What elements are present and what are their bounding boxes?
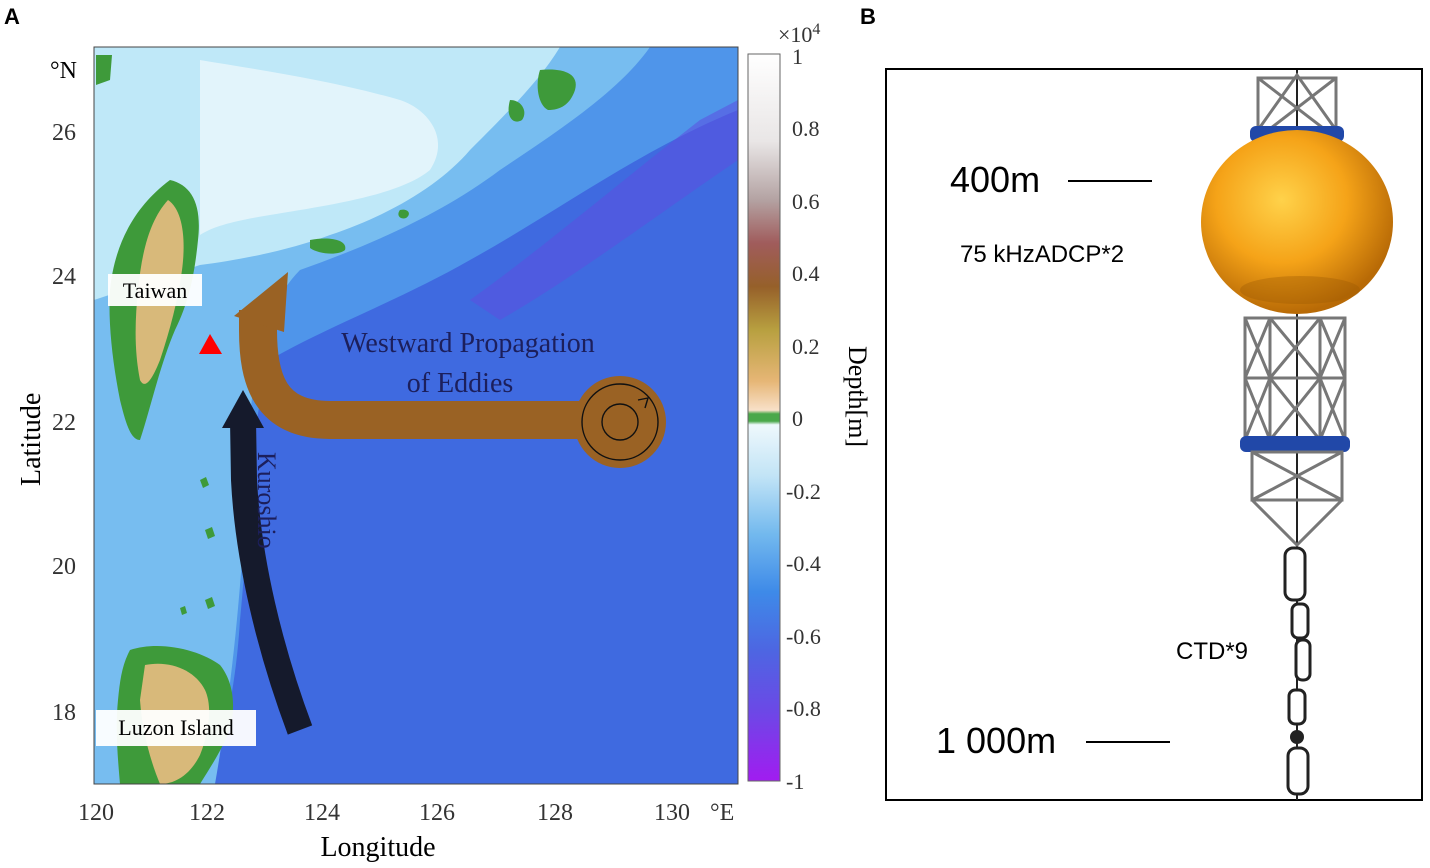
mooring-station-marker <box>199 334 222 354</box>
lat-units-label: °N <box>50 58 77 84</box>
luzon-label: Luzon Island <box>118 715 233 740</box>
lon-tick: 120 <box>78 800 114 826</box>
colorbar-exponent-power: 4 <box>812 21 820 38</box>
lon-ticks: 120 122 124 126 128 130 <box>78 800 690 826</box>
lon-tick: 124 <box>304 800 340 826</box>
lon-tick: 130 <box>654 800 690 826</box>
colorbar-tick: 0 <box>792 406 803 431</box>
kuroshio-label: Kuroshio <box>252 452 281 549</box>
colorbar-tick: 0.6 <box>792 189 820 214</box>
colorbar-tick: -0.4 <box>786 551 821 576</box>
eddies-label-line1: Westward Propagation <box>341 328 595 359</box>
eddies-label-line2: of Eddies <box>407 368 514 399</box>
colorbar-exponent: ×104 <box>778 21 820 47</box>
colorbar-tick: 0.2 <box>792 334 820 359</box>
colorbar-tick: 0.8 <box>792 116 820 141</box>
lat-ticks: 26 24 22 20 18 <box>52 120 76 726</box>
lat-tick: 20 <box>52 554 76 580</box>
kuroshio-arrow <box>222 390 313 735</box>
colorbar-tick: -0.6 <box>786 624 821 649</box>
colorbar-exponent-base: ×10 <box>778 22 812 47</box>
colorbar-tick: -0.8 <box>786 696 821 721</box>
lon-tick: 126 <box>419 800 455 826</box>
lon-units-label: °E <box>710 800 734 826</box>
colorbar-label: Depth[m] <box>843 346 872 447</box>
lon-tick: 122 <box>189 800 225 826</box>
depth-400-label: 400m <box>950 159 1040 200</box>
mooring-diagram <box>1201 70 1393 800</box>
adcp-label: 75 kHzADCP*2 <box>960 241 1124 268</box>
taiwan-label: Taiwan <box>123 278 187 303</box>
colorbar-tick: -1 <box>786 769 804 794</box>
colorbar-tick: 0.4 <box>792 261 820 286</box>
eddy-ring-inner <box>601 403 639 441</box>
panel-b-label: B <box>860 4 876 29</box>
eddy-propagation-arrow <box>234 272 666 468</box>
buoy-sphere <box>1201 130 1393 314</box>
depth-colorbar <box>747 53 781 782</box>
eddy-ring-outer <box>581 383 659 461</box>
lat-axis-label: Latitude <box>16 393 47 486</box>
colorbar-tick: -0.2 <box>786 479 821 504</box>
lat-tick: 18 <box>52 700 76 726</box>
colorbar-tick: 1 <box>792 44 803 69</box>
lat-tick: 24 <box>52 264 76 290</box>
lat-tick: 22 <box>52 410 76 436</box>
lon-axis-label: Longitude <box>320 832 435 863</box>
ctd-label: CTD*9 <box>1176 638 1248 665</box>
lat-tick: 26 <box>52 120 76 146</box>
panel-a-label: A <box>4 4 20 29</box>
lon-tick: 128 <box>537 800 573 826</box>
map-frame <box>93 46 739 785</box>
colorbar-ticks: 1 0.8 0.6 0.4 0.2 0 -0.2 -0.4 -0.6 -0.8 … <box>786 44 821 794</box>
depth-1000-label: 1 000m <box>936 720 1056 761</box>
